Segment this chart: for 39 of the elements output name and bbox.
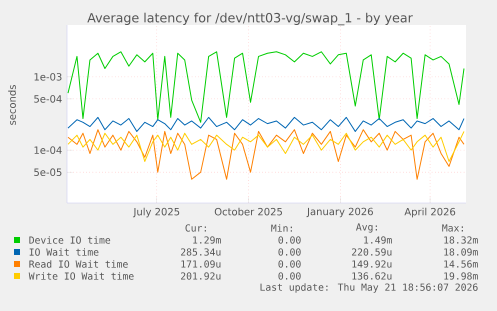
text: 149.92u [352, 260, 392, 268]
legend-label: Read IO Wait time [29, 260, 128, 268]
text: 18.32m [444, 236, 478, 244]
line-series [68, 130, 464, 162]
line-series [68, 129, 464, 180]
y-tick-label: 1e-03 [34, 73, 62, 81]
legend-label: Device IO time [29, 236, 110, 244]
text: Cur: [186, 224, 206, 232]
text: 0.00 [278, 236, 301, 244]
x-tick-label: October 2025 [214, 208, 282, 216]
text: Max: [442, 224, 463, 232]
text: 201.92u [181, 272, 220, 280]
x-tick-label: January 2026 [306, 208, 373, 218]
legend-label: IO Wait time [30, 248, 98, 256]
chart-title: Average latency for /dev/ntt03-vg/swap_1 - by year [87, 12, 413, 26]
line-series [68, 116, 464, 132]
text: 1.29m [193, 236, 221, 244]
text: 220.59u [352, 248, 392, 256]
y-tick-label: 1e-04 [34, 146, 62, 154]
text: 0.00 [278, 248, 301, 256]
y-axis-title: seconds [8, 85, 16, 125]
text: Avg: [356, 223, 377, 233]
text: 14.56m [444, 260, 478, 268]
legend-label: Write IO Wait time [28, 272, 134, 280]
text: 18.09m [444, 248, 478, 256]
x-tick-label: April 2026 [404, 208, 456, 218]
text: 171.09u [181, 260, 220, 268]
line-series [68, 51, 464, 123]
y-tick-label: 5e-04 [34, 95, 62, 103]
text: 0.00 [278, 260, 301, 268]
text: Last update: Thu May 21 18:56:07 2026 [260, 283, 478, 293]
text: 136.62u [352, 272, 392, 280]
text: 285.34u [181, 248, 220, 256]
y-tick-label: 5e-05 [34, 168, 62, 176]
text: 1.49m [364, 236, 392, 244]
text: 19.98m [444, 272, 478, 280]
x-tick-label: July 2025 [132, 208, 180, 218]
text: Min: [271, 224, 292, 232]
text: 0.00 [278, 272, 301, 280]
